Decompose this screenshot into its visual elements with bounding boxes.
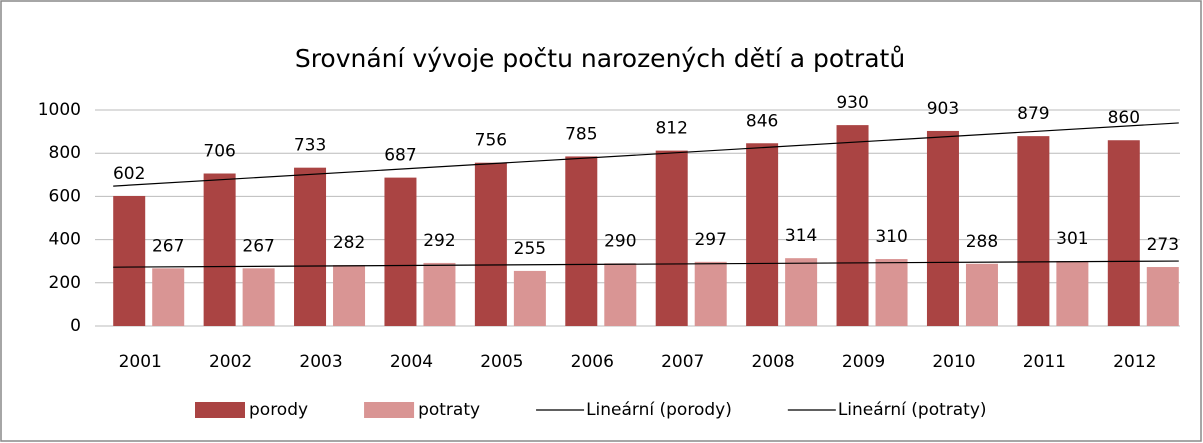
bar bbox=[965, 263, 998, 326]
x-tick-label: 2012 bbox=[1113, 352, 1156, 372]
data-label: 733 bbox=[294, 136, 326, 156]
x-tick-label: 2008 bbox=[751, 352, 794, 372]
bar bbox=[926, 130, 959, 326]
bar bbox=[333, 265, 366, 326]
data-label: 282 bbox=[333, 233, 365, 253]
x-tick-label: 2006 bbox=[571, 352, 614, 372]
legend-swatch bbox=[195, 402, 245, 418]
data-label: 930 bbox=[836, 93, 868, 113]
bar bbox=[113, 195, 146, 326]
bar bbox=[785, 258, 818, 326]
bar bbox=[655, 150, 688, 326]
bar bbox=[746, 143, 779, 326]
x-tick-label: 2002 bbox=[209, 352, 252, 372]
bar bbox=[836, 125, 869, 327]
x-tick-label: 2009 bbox=[842, 352, 885, 372]
bar bbox=[474, 162, 507, 326]
chart-title: Srovnání vývoje počtu narozených dětí a … bbox=[295, 44, 905, 73]
trend-line bbox=[113, 260, 1179, 268]
data-label: 297 bbox=[694, 230, 726, 250]
data-label: 812 bbox=[655, 119, 687, 139]
x-tick-label: 2010 bbox=[932, 352, 975, 372]
bar bbox=[1056, 260, 1089, 326]
data-label: 292 bbox=[423, 231, 455, 251]
data-label: 879 bbox=[1017, 104, 1049, 124]
bar bbox=[604, 263, 637, 326]
data-label: 273 bbox=[1147, 235, 1179, 255]
bar bbox=[1107, 140, 1140, 326]
bar bbox=[423, 262, 456, 326]
data-label: 288 bbox=[966, 232, 998, 252]
data-label: 314 bbox=[785, 226, 817, 246]
bar bbox=[875, 259, 908, 326]
legend-swatch bbox=[364, 402, 415, 418]
y-tick-label: 400 bbox=[49, 230, 81, 250]
legend-label: potraty bbox=[418, 400, 480, 420]
legend-label: Lineární (potraty) bbox=[838, 400, 987, 420]
y-tick-label: 600 bbox=[49, 186, 81, 206]
legend-label: porody bbox=[249, 400, 308, 420]
data-label: 602 bbox=[113, 164, 145, 184]
bar bbox=[565, 156, 598, 326]
data-label: 310 bbox=[875, 227, 907, 247]
y-tick-label: 1000 bbox=[38, 100, 81, 120]
legend-label: Lineární (porody) bbox=[586, 400, 732, 420]
data-label: 756 bbox=[475, 131, 507, 151]
trend-line bbox=[113, 122, 1179, 187]
bar bbox=[1017, 136, 1050, 326]
bar bbox=[203, 173, 236, 326]
y-tick-label: 200 bbox=[49, 273, 81, 293]
x-tick-label: 2001 bbox=[119, 352, 162, 372]
bar bbox=[242, 268, 275, 326]
x-tick-label: 2011 bbox=[1023, 352, 1066, 372]
bar bbox=[294, 167, 327, 326]
data-label: 687 bbox=[384, 146, 416, 166]
data-label: 903 bbox=[927, 99, 959, 119]
y-tick-label: 800 bbox=[49, 143, 81, 163]
x-tick-label: 2005 bbox=[480, 352, 523, 372]
x-tick-label: 2003 bbox=[299, 352, 342, 372]
data-label: 846 bbox=[746, 111, 778, 131]
data-label: 785 bbox=[565, 124, 597, 144]
bar bbox=[513, 270, 546, 326]
data-label: 301 bbox=[1056, 229, 1088, 249]
x-tick-label: 2004 bbox=[390, 352, 433, 372]
bar bbox=[694, 261, 727, 326]
data-label: 267 bbox=[152, 236, 184, 256]
data-label: 290 bbox=[604, 231, 636, 251]
data-label: 255 bbox=[514, 239, 546, 259]
data-label: 706 bbox=[203, 142, 235, 162]
x-tick-label: 2007 bbox=[661, 352, 704, 372]
bar bbox=[384, 177, 417, 326]
data-label: 860 bbox=[1108, 108, 1140, 128]
bar bbox=[152, 268, 185, 326]
bar bbox=[1146, 267, 1179, 326]
y-tick-label: 0 bbox=[70, 316, 81, 336]
data-label: 267 bbox=[242, 236, 274, 256]
